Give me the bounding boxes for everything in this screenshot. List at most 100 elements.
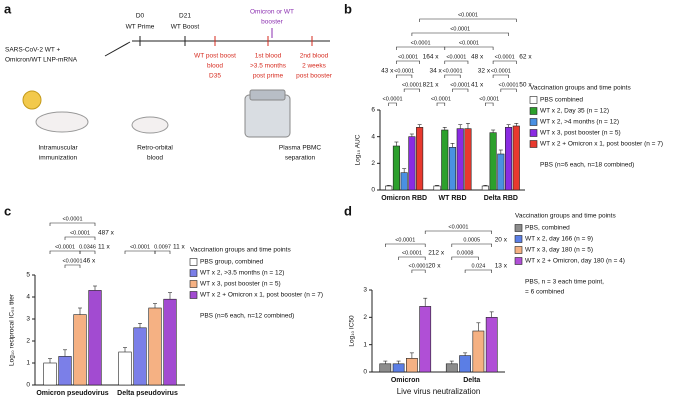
legend-swatch [529,129,538,137]
p-value: <0.0001 [458,12,478,18]
bar [408,136,416,191]
panel-letter: d [344,203,352,218]
legend-swatch [514,235,523,243]
p-value: <0.0001 [402,250,422,256]
y-tick-label: 0 [363,369,367,376]
p-value: <0.0001 [491,68,511,74]
legend-swatch [189,269,198,277]
label: 2nd blood [300,53,329,60]
panel-letter: a [4,1,12,16]
label: WT Boost [171,24,200,31]
p-value: 0.024 [472,263,486,269]
x-axis-label: Live virus neutralization [397,387,481,396]
y-tick-label: 3 [363,287,367,294]
label: 1st blood [255,53,282,60]
label: post prime [253,73,284,80]
legend-note: PBS (n=6 each, n=18 combined) [540,162,634,169]
centrifuge-icon [244,94,291,138]
significance-bracket [444,60,469,64]
fold-change: 487 x [98,230,115,237]
bar [379,363,392,373]
legend-title: Vaccination groups and time points [515,213,616,220]
bar [43,362,57,386]
p-value: <0.0001 [411,40,431,46]
p-value: <0.0001 [394,68,414,74]
bar [148,307,162,386]
legend-label: WT x 2 + Omicron x 1, post booster (n = … [200,292,323,299]
p-value: <0.0001 [495,54,515,60]
significance-bracket [492,74,509,78]
significance-bracket [411,269,426,273]
mouse-icon [131,116,169,134]
bar [88,290,102,386]
significance-bracket [124,250,156,254]
legend-label: WT x 3, day 180 (n = 5) [525,247,593,254]
legend-swatch [189,280,198,288]
bar [497,153,505,191]
significance-bracket [49,222,96,226]
bar [58,356,72,386]
significance-bracket [419,18,517,22]
label: WT post boost [194,53,236,60]
y-tick-label: 1 [26,360,30,367]
p-value: <0.0001 [446,54,466,60]
significance-bracket [500,88,517,92]
legend-swatch [514,224,523,232]
y-axis-label: Log₁₀ reciprocal IC₅₀ titer [9,293,16,366]
legend-label: WT x 2, >4 months (n = 12) [540,119,619,126]
significance-bracket [436,102,446,106]
significance-bracket [452,88,469,92]
x-tick-label: Delta RBD [484,195,518,202]
legend-swatch [529,107,538,115]
significance-bracket [398,256,426,260]
label: WT Prime [126,24,155,31]
y-axis-label: Log₁₀ IC50 [349,315,356,347]
legend-label: WT x 2 + Omicron, day 180 (n = 4) [525,258,625,265]
bar [406,358,418,373]
p-value: <0.0001 [398,54,418,60]
bar [73,314,87,386]
bar [481,185,489,191]
p-value: <0.0001 [55,244,75,250]
p-value: <0.0001 [62,216,82,222]
legend-label: WT x 2 + Omicron x 1, post booster (n = … [540,141,663,148]
bar [512,125,520,191]
legend-label: WT x 2, >3.5 months (n = 12) [200,270,284,277]
label: post booster [296,73,333,80]
label: immunization [39,155,78,162]
p-value: <0.0001 [479,96,499,102]
fold-change: 32 x [478,68,491,75]
significance-bracket [444,46,494,50]
bar [400,172,408,191]
bar [163,298,177,386]
y-tick-label: 4 [26,294,30,301]
centrifuge-lid [249,89,286,101]
bar [419,306,432,373]
x-tick-label: Omicron RBD [381,195,427,202]
significance-bracket [396,46,446,50]
label: separation [285,155,316,162]
legend-swatch [514,257,523,265]
fold-change: 821 x [423,82,440,89]
bar [472,330,485,373]
p-value: <0.0001 [62,258,82,264]
legend-note: PBS (n=6 each, n=12 combined) [200,313,294,320]
fold-change: 62 x [519,54,532,61]
fold-change: 13 x [495,263,508,270]
label: Plasma PBMC [279,145,322,152]
fold-change: 50 x [519,82,532,89]
y-tick-label: 0 [371,187,375,194]
label: blood [147,155,163,162]
legend-label: PBS, combined [525,225,570,232]
p-value: 0.0008 [457,250,474,256]
label: D35 [209,73,221,80]
legend-note: = 6 combined [525,289,565,296]
y-tick-label: 2 [371,160,375,167]
bar [456,128,464,191]
significance-bracket [444,74,461,78]
p-value: <0.0001 [395,237,415,243]
fold-change: 20 x [428,263,441,270]
legend-note: PBS, n = 3 each time point, [525,279,604,286]
fold-change: 43 x [381,68,394,75]
p-value: <0.0001 [450,82,470,88]
